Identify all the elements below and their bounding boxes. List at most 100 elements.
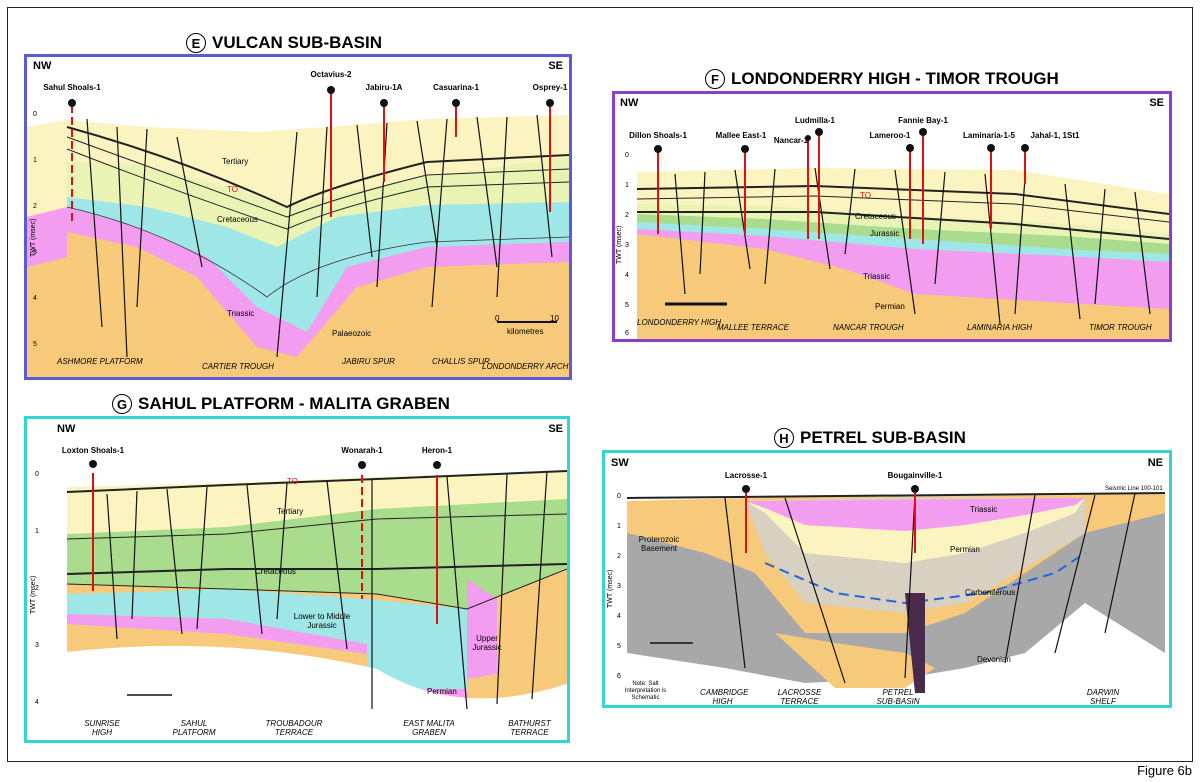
well-octavius: Octavius-2 [310,70,352,79]
panel-h-section: SW NE Lacrosse-1 Bougainville-1 Seismic … [602,450,1172,708]
panel-f-tick: 3 [625,242,629,249]
panel-h-tick: 6 [617,673,621,680]
loc-east-malita-graben: EAST MALITA GRABEN [403,719,455,737]
panel-f-tick: 2 [625,212,629,219]
panel-f-cross-section [615,94,1169,339]
unit-proterozoic-basement: Proterozoic Basement [638,535,680,553]
loc-timor-trough: TIMOR TROUGH [1089,323,1152,332]
panel-e-tick: 0 [33,111,37,118]
loc-jabiru-spur: JABIRU SPUR [342,357,395,366]
panel-e-axis-title: TWT (msec) [30,218,37,257]
panel-e-tick: 1 [33,157,37,164]
panel-f-tick: 0 [625,152,629,159]
loc-troubadour-terrace: TROUBADOUR TERRACE [265,719,323,737]
well-lacrosse: Lacrosse-1 [724,471,768,480]
well-jabiru: Jabiru-1A [365,83,403,92]
well-lameroo: Lameroo-1 [869,131,911,140]
well-mallee-east: Mallee East-1 [715,131,767,140]
unit-to: TO [227,185,238,194]
unit-palaeozoic: Palaeozoic [332,329,372,338]
panel-h-tick: 0 [617,493,621,500]
loc-lacrosse-terrace: LACROSSE TERRACE [777,688,822,706]
panel-g-tick: 4 [35,699,39,706]
loc-cartier: CARTIER TROUGH [202,362,274,371]
unit-to: TO [860,191,871,200]
unit-tertiary: Tertiary [222,157,249,166]
salt-note: Note: Salt Interpretation is Schematic [624,681,667,701]
loc-ashmore: ASHMORE PLATFORM [57,357,143,366]
unit-jurassic: Jurassic [870,229,900,238]
loc-sahul-platform: SAHUL PLATFORM [172,719,216,737]
panel-f-title-text: LONDONDERRY HIGH - TIMOR TROUGH [731,69,1059,88]
unit-to: TO [287,477,298,486]
loc-cambridge-high: CAMBRIDGE HIGH [700,688,749,706]
figure-frame [7,7,1193,762]
panel-g-dir-right: SE [548,423,563,435]
scale-bar-end: 10 [550,314,559,323]
unit-upper-jurassic: Upper Jurassic [472,634,502,652]
panel-f-tick: 5 [625,302,629,309]
unit-cretaceous: Cretaceous [855,212,896,221]
panel-g-title: G SAHUL PLATFORM - MALITA GRABEN [112,394,450,414]
panel-g-letter: G [112,394,132,414]
panel-h-axis-title: TWT (msec) [607,569,614,608]
panel-g-cross-section [27,419,567,740]
unit-cretaceous: Cretaceous [255,567,296,576]
panel-f-section: NW SE Dillon Shoals-1 Mallee East-1 Nanc… [612,91,1172,342]
unit-tertiary: Tertiary [277,507,304,516]
panel-e-title: E VULCAN SUB-BASIN [186,33,382,53]
scale-bar-label: kilometres [507,327,544,336]
panel-h-title: H PETREL SUB-BASIN [774,428,966,448]
loc-londonderry-high: LONDONDERRY HIGH [637,318,722,327]
panel-f-letter: F [705,69,725,89]
panel-f-axis-title: TWT (msec) [616,225,623,264]
well-fannie-bay: Fannie Bay-1 [898,116,948,125]
well-loxton-shoals: Loxton Shoals-1 [61,446,125,455]
panel-f-tick: 1 [625,182,629,189]
panel-e-section: NW SE Sahul Shoals-1 Octavius-2 Jabiru-1… [24,54,572,380]
well-nancar: Nancar-1 [773,136,809,145]
panel-g-tick: 2 [35,585,39,592]
unit-carboniferous: Carboniferous [965,588,1016,597]
panel-h-dir-left: SW [611,457,629,469]
unit-lower-middle-jurassic: Lower to Middle Jurassic [293,612,351,630]
well-casuarina: Casuarina-1 [433,83,479,92]
unit-triassic: Triassic [863,272,891,281]
panel-e-dir-right: SE [548,60,563,72]
panel-f-dir-left: NW [620,97,639,109]
unit-permian: Permian [950,545,980,554]
loc-sunrise-high: SUNRISE HIGH [84,719,120,737]
well-wonarah: Wonarah-1 [341,446,383,455]
panel-h-tick: 2 [617,553,621,560]
loc-bathurst-terrace: BATHURST TERRACE [508,719,551,737]
panel-g-dir-left: NW [57,423,76,435]
loc-mallee-terrace: MALLEE TERRACE [717,323,790,332]
loc-londonderry-arch: LONDONDERRY ARCH [482,362,569,371]
panel-e-dir-left: NW [33,60,52,72]
well-bougainville: Bougainville-1 [887,471,943,480]
well-laminaria: Laminaria-1-5 [962,131,1016,140]
panel-h-letter: H [774,428,794,448]
panel-h-title-text: PETREL SUB-BASIN [800,428,966,447]
panel-h-tick: 3 [617,583,621,590]
panel-e-tick: 2 [33,203,37,210]
panel-f-tick: 4 [625,272,629,279]
panel-e-tick: 4 [33,295,37,302]
panel-h-cross-section [605,453,1169,705]
loc-laminaria-high: LAMINARIA HIGH [967,323,1033,332]
panel-g-title-text: SAHUL PLATFORM - MALITA GRABEN [138,394,450,413]
panel-f-title: F LONDONDERRY HIGH - TIMOR TROUGH [705,69,1059,89]
unit-permian: Permian [875,302,905,311]
panel-g-section: NW SE Loxton Shoals-1 Wonarah-1 Heron-1 … [24,416,570,743]
panel-e-tick: 3 [33,249,37,256]
unit-permian: Permian [427,687,457,696]
panel-f-tick: 6 [625,330,629,337]
panel-f-dir-right: SE [1149,97,1164,109]
panel-h-tick: 1 [617,523,621,530]
well-ludmilla: Ludmilla-1 [794,116,836,125]
panel-h-tick: 5 [617,643,621,650]
panel-g-tick: 3 [35,642,39,649]
panel-e-tick: 5 [33,341,37,348]
scale-bar-start: 0 [495,314,500,323]
well-heron: Heron-1 [421,446,453,455]
